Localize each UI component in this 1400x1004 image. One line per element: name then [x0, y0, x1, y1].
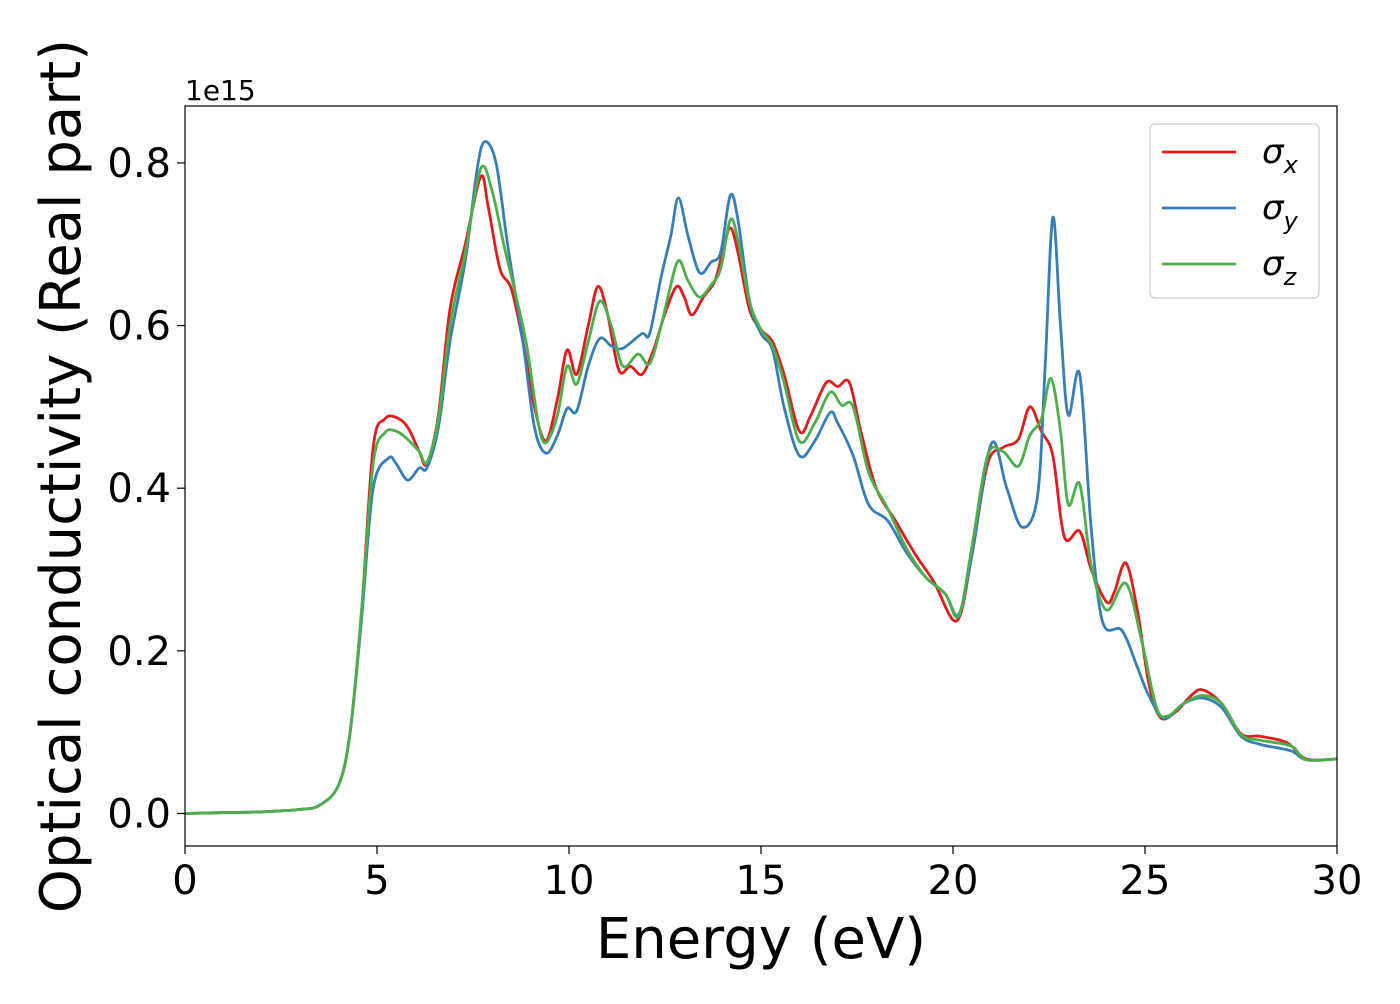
- x-tick-label: 30: [1312, 858, 1363, 904]
- x-tick-label: 25: [1120, 858, 1171, 904]
- x-axis: 0 5 10 15 20 25 30: [172, 846, 1362, 904]
- y-tick-label: 0.2: [107, 629, 171, 675]
- series-layer: [185, 140, 1337, 815]
- series-line-y: [185, 140, 1337, 815]
- x-tick-label: 0: [172, 858, 197, 904]
- y-axis-label: Optical conductivity (Real part): [29, 39, 94, 913]
- x-tick-label: 10: [544, 858, 595, 904]
- y-axis: 0.0 0.2 0.4 0.6 0.8: [107, 141, 185, 837]
- x-tick-label: 15: [736, 858, 787, 904]
- legend-box: [1149, 123, 1320, 299]
- y-offset-label: 1e15: [185, 74, 256, 107]
- x-axis-label: Energy (eV): [596, 907, 926, 972]
- y-tick-label: 0.0: [107, 791, 171, 837]
- series-line-z: [185, 164, 1337, 815]
- legend-label-y: σy: [1262, 188, 1299, 235]
- y-tick-label: 0.6: [107, 304, 171, 350]
- y-tick-label: 0.8: [107, 141, 171, 187]
- legend-label-x: σx: [1262, 132, 1299, 179]
- y-tick-label: 0.4: [107, 466, 171, 512]
- x-tick-label: 5: [364, 858, 389, 904]
- x-tick-label: 20: [928, 858, 979, 904]
